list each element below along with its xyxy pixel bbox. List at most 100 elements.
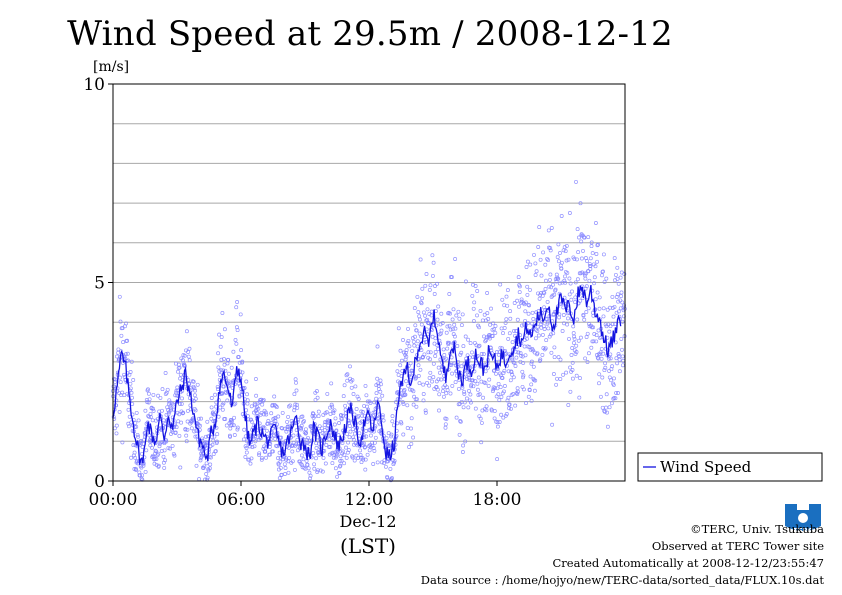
raw-sample-point	[556, 242, 561, 247]
raw-sample-point	[336, 449, 340, 454]
raw-sample-point	[286, 445, 291, 450]
raw-sample-point	[585, 360, 590, 364]
raw-sample-point	[161, 423, 166, 428]
raw-sample-point	[404, 354, 409, 359]
raw-sample-point	[117, 294, 122, 299]
raw-sample-point	[285, 419, 290, 424]
raw-sample-point	[337, 471, 342, 476]
raw-sample-point	[469, 384, 474, 389]
raw-sample-point	[178, 465, 183, 470]
raw-sample-point	[476, 344, 481, 349]
raw-sample-point	[379, 382, 383, 387]
raw-sample-point	[487, 377, 492, 382]
raw-sample-point	[154, 449, 159, 454]
raw-sample-point	[345, 378, 350, 383]
raw-sample-point	[504, 317, 509, 322]
raw-sample-point	[593, 297, 598, 302]
raw-sample-point	[524, 265, 529, 269]
raw-sample-point	[170, 443, 175, 448]
raw-sample-point	[542, 290, 547, 295]
raw-sample-point	[483, 369, 488, 374]
raw-sample-point	[364, 434, 369, 439]
raw-sample-point	[423, 283, 428, 288]
raw-sample-point	[279, 435, 283, 440]
raw-sample-point	[592, 332, 597, 336]
raw-sample-point	[411, 389, 416, 394]
raw-sample-point	[521, 360, 526, 365]
raw-sample-point	[492, 327, 497, 332]
raw-sample-point	[363, 457, 368, 462]
raw-sample-point	[185, 408, 190, 413]
raw-sample-point	[120, 440, 125, 445]
raw-sample-point	[581, 313, 586, 318]
raw-sample-point	[586, 306, 591, 311]
raw-sample-point	[410, 348, 415, 353]
raw-sample-point	[475, 381, 480, 386]
raw-sample-point	[344, 455, 349, 460]
raw-sample-point	[424, 272, 429, 276]
raw-sample-point	[146, 391, 151, 396]
raw-sample-point	[327, 437, 332, 442]
raw-sample-point	[439, 328, 444, 333]
raw-sample-point	[147, 397, 152, 402]
raw-sample-point	[150, 445, 154, 450]
raw-sample-point	[202, 464, 207, 469]
raw-sample-point	[444, 356, 448, 361]
raw-sample-point	[425, 307, 430, 312]
raw-sample-point	[131, 378, 136, 382]
raw-sample-point	[556, 355, 561, 360]
raw-sample-point	[529, 359, 534, 364]
raw-sample-point	[463, 334, 468, 339]
raw-sample-point	[349, 385, 354, 390]
raw-sample-point	[314, 389, 319, 394]
raw-sample-point	[600, 405, 605, 410]
raw-sample-point	[573, 300, 578, 305]
logo-text: TERC	[793, 527, 813, 535]
raw-sample-point	[605, 307, 610, 312]
raw-sample-point	[448, 327, 453, 332]
raw-sample-point	[531, 317, 536, 321]
raw-sample-point	[480, 318, 485, 323]
raw-sample-point	[486, 317, 491, 321]
raw-sample-point	[443, 425, 448, 430]
raw-sample-point	[452, 322, 457, 327]
raw-sample-point	[193, 396, 198, 401]
raw-sample-point	[235, 328, 240, 333]
raw-sample-point	[454, 313, 459, 318]
raw-sample-point	[215, 384, 220, 389]
raw-sample-point	[436, 365, 441, 370]
raw-sample-point	[244, 446, 249, 450]
x-tick-label: 18:00	[473, 490, 522, 510]
raw-sample-point	[568, 389, 573, 394]
raw-sample-point	[282, 462, 287, 467]
raw-sample-point	[511, 375, 516, 380]
raw-sample-point	[551, 331, 556, 336]
raw-sample-point	[620, 363, 625, 368]
raw-sample-point	[589, 240, 594, 245]
raw-sample-point	[476, 375, 481, 380]
raw-sample-point	[407, 445, 412, 449]
raw-sample-point	[612, 256, 617, 261]
raw-sample-point	[367, 448, 372, 453]
raw-sample-point	[188, 421, 193, 426]
raw-sample-point	[244, 379, 249, 384]
raw-sample-point	[483, 381, 488, 386]
raw-sample-point	[602, 368, 607, 373]
raw-sample-point	[274, 405, 279, 410]
raw-sample-point	[557, 315, 562, 320]
raw-sample-point	[601, 351, 606, 356]
raw-sample-point	[340, 413, 345, 418]
raw-sample-point	[510, 340, 515, 345]
raw-sample-point	[187, 381, 192, 386]
raw-sample-point	[286, 470, 291, 475]
raw-sample-point	[174, 393, 179, 398]
raw-sample-point	[151, 406, 156, 411]
raw-sample-point	[516, 350, 521, 355]
raw-sample-point	[573, 351, 578, 356]
raw-sample-point	[399, 421, 404, 426]
raw-sample-point	[398, 348, 403, 353]
raw-sample-point	[458, 352, 463, 357]
raw-sample-point	[531, 364, 536, 369]
raw-sample-point	[215, 432, 220, 437]
